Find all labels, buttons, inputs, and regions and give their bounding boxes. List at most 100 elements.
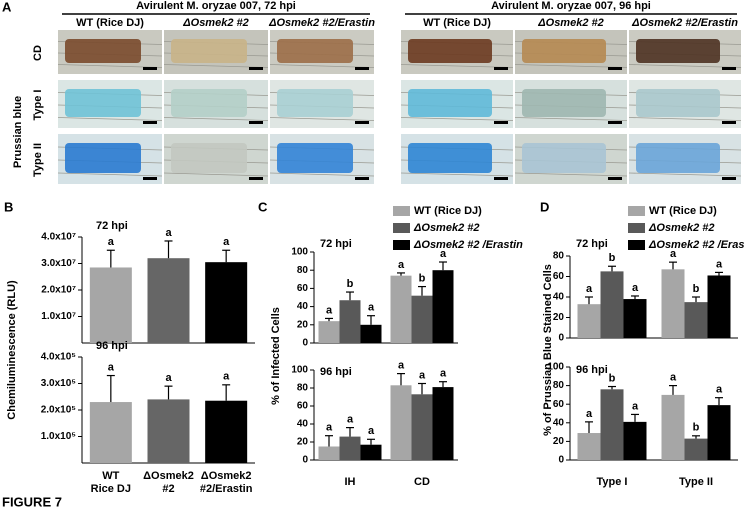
legend-label: WT (Rice DJ) <box>649 205 717 217</box>
bar <box>684 302 708 338</box>
cell-wall <box>514 172 628 177</box>
scale-bar <box>355 67 369 70</box>
significance-letter: a <box>368 425 375 437</box>
y-tick-label: 3.0x10⁵ <box>41 378 77 389</box>
legend-swatch <box>628 240 645 250</box>
subplot-title: 72 hpi <box>96 220 128 232</box>
y-tick-label: 0 <box>558 455 564 466</box>
significance-letter: a <box>368 302 375 314</box>
scale-bar <box>722 177 736 180</box>
scale-bar <box>608 67 622 70</box>
significance-letter: a <box>223 236 230 248</box>
stained-cell <box>522 89 606 117</box>
bar <box>205 262 248 343</box>
y-tick-label: 100 <box>291 365 308 376</box>
column-header: ΔOsmek2 #2 <box>182 17 248 29</box>
row-label: Type I <box>32 90 44 121</box>
subplot-title: 96 hpi <box>320 366 352 378</box>
stained-cell <box>522 143 606 173</box>
significance-letter: a <box>223 371 230 383</box>
significance-letter: a <box>716 258 723 270</box>
significance-letter: a <box>398 360 405 372</box>
y-axis-label: Chemiluminescence (RLU) <box>6 280 18 420</box>
y-tick-label: 60 <box>297 283 309 294</box>
x-tick-label: IH <box>344 476 356 488</box>
y-tick-label: 80 <box>297 265 309 276</box>
stained-cell <box>277 89 353 117</box>
significance-letter: a <box>670 248 677 260</box>
cell-wall <box>514 117 628 121</box>
y-axis-label: % of Prussian Blue Stained Cells <box>542 264 554 436</box>
scale-bar <box>249 121 263 124</box>
significance-letter: b <box>609 252 616 264</box>
cell-wall <box>269 172 375 177</box>
y-tick-label: 3.0x10⁷ <box>41 258 76 269</box>
y-tick-label: 20 <box>297 437 309 448</box>
scale-bar <box>355 177 369 180</box>
legend-swatch <box>628 223 645 233</box>
stained-cell <box>277 39 353 63</box>
y-tick-label: 60 <box>297 401 309 412</box>
bar <box>600 389 624 460</box>
bar <box>360 324 382 343</box>
legend-swatch <box>393 223 410 233</box>
y-tick-label: 60 <box>553 399 565 410</box>
y-tick-label: 20 <box>553 312 565 323</box>
subplot-title: 72 hpi <box>576 238 608 250</box>
y-tick-label: 20 <box>297 319 309 330</box>
stained-cell <box>636 143 720 173</box>
x-tick-label: CD <box>414 476 430 488</box>
significance-letter: a <box>108 361 115 373</box>
stained-cell <box>408 89 492 117</box>
stained-cell <box>408 143 492 173</box>
bar <box>411 295 433 343</box>
cell-wall <box>400 172 514 177</box>
y-tick-label: 40 <box>297 419 309 430</box>
bar <box>577 433 601 460</box>
stained-cell <box>408 39 492 63</box>
legend-swatch <box>393 206 410 216</box>
bar <box>411 394 433 460</box>
bar <box>707 405 731 460</box>
significance-letter: a <box>398 259 405 271</box>
stain-label: Prussian blue <box>12 96 24 168</box>
scale-bar <box>249 177 263 180</box>
stained-cell <box>171 143 247 173</box>
cell-wall <box>400 117 514 121</box>
x-tick-label: ΔOsmek2 #2 <box>143 470 194 495</box>
legend-label: ΔOsmek2 #2 /Erastin <box>413 239 523 251</box>
y-tick-label: 0 <box>302 338 308 349</box>
bar <box>600 271 624 338</box>
scale-bar <box>355 121 369 124</box>
cell-wall <box>57 172 163 177</box>
panel-label: A <box>2 0 12 14</box>
y-tick-label: 40 <box>553 292 565 303</box>
column-header: WT (Rice DJ) <box>76 17 144 29</box>
figure-label: FIGURE 7 <box>2 494 62 509</box>
y-tick-label: 60 <box>553 271 565 282</box>
significance-letter: a <box>632 282 639 294</box>
stained-cell <box>636 89 720 117</box>
subplot-title: 72 hpi <box>320 238 352 250</box>
significance-letter: b <box>693 422 700 434</box>
significance-letter: a <box>165 372 172 384</box>
stained-cell <box>65 39 141 63</box>
bar <box>339 436 361 460</box>
bar <box>318 321 340 343</box>
y-tick-label: 40 <box>297 301 309 312</box>
y-tick-label: 1.0x10⁵ <box>41 431 77 442</box>
bar <box>147 258 190 343</box>
y-tick-label: 2.0x10⁷ <box>41 285 76 296</box>
cell-wall <box>269 117 375 121</box>
row-label: Type II <box>32 143 44 177</box>
subplot-title: 96 hpi <box>576 364 608 376</box>
y-tick-label: 40 <box>553 417 565 428</box>
scale-bar <box>143 177 157 180</box>
scale-bar <box>608 121 622 124</box>
y-tick-label: 2.0x10⁵ <box>41 405 77 416</box>
stained-cell <box>277 143 353 173</box>
y-tick-label: 80 <box>553 380 565 391</box>
significance-letter: a <box>326 422 333 434</box>
